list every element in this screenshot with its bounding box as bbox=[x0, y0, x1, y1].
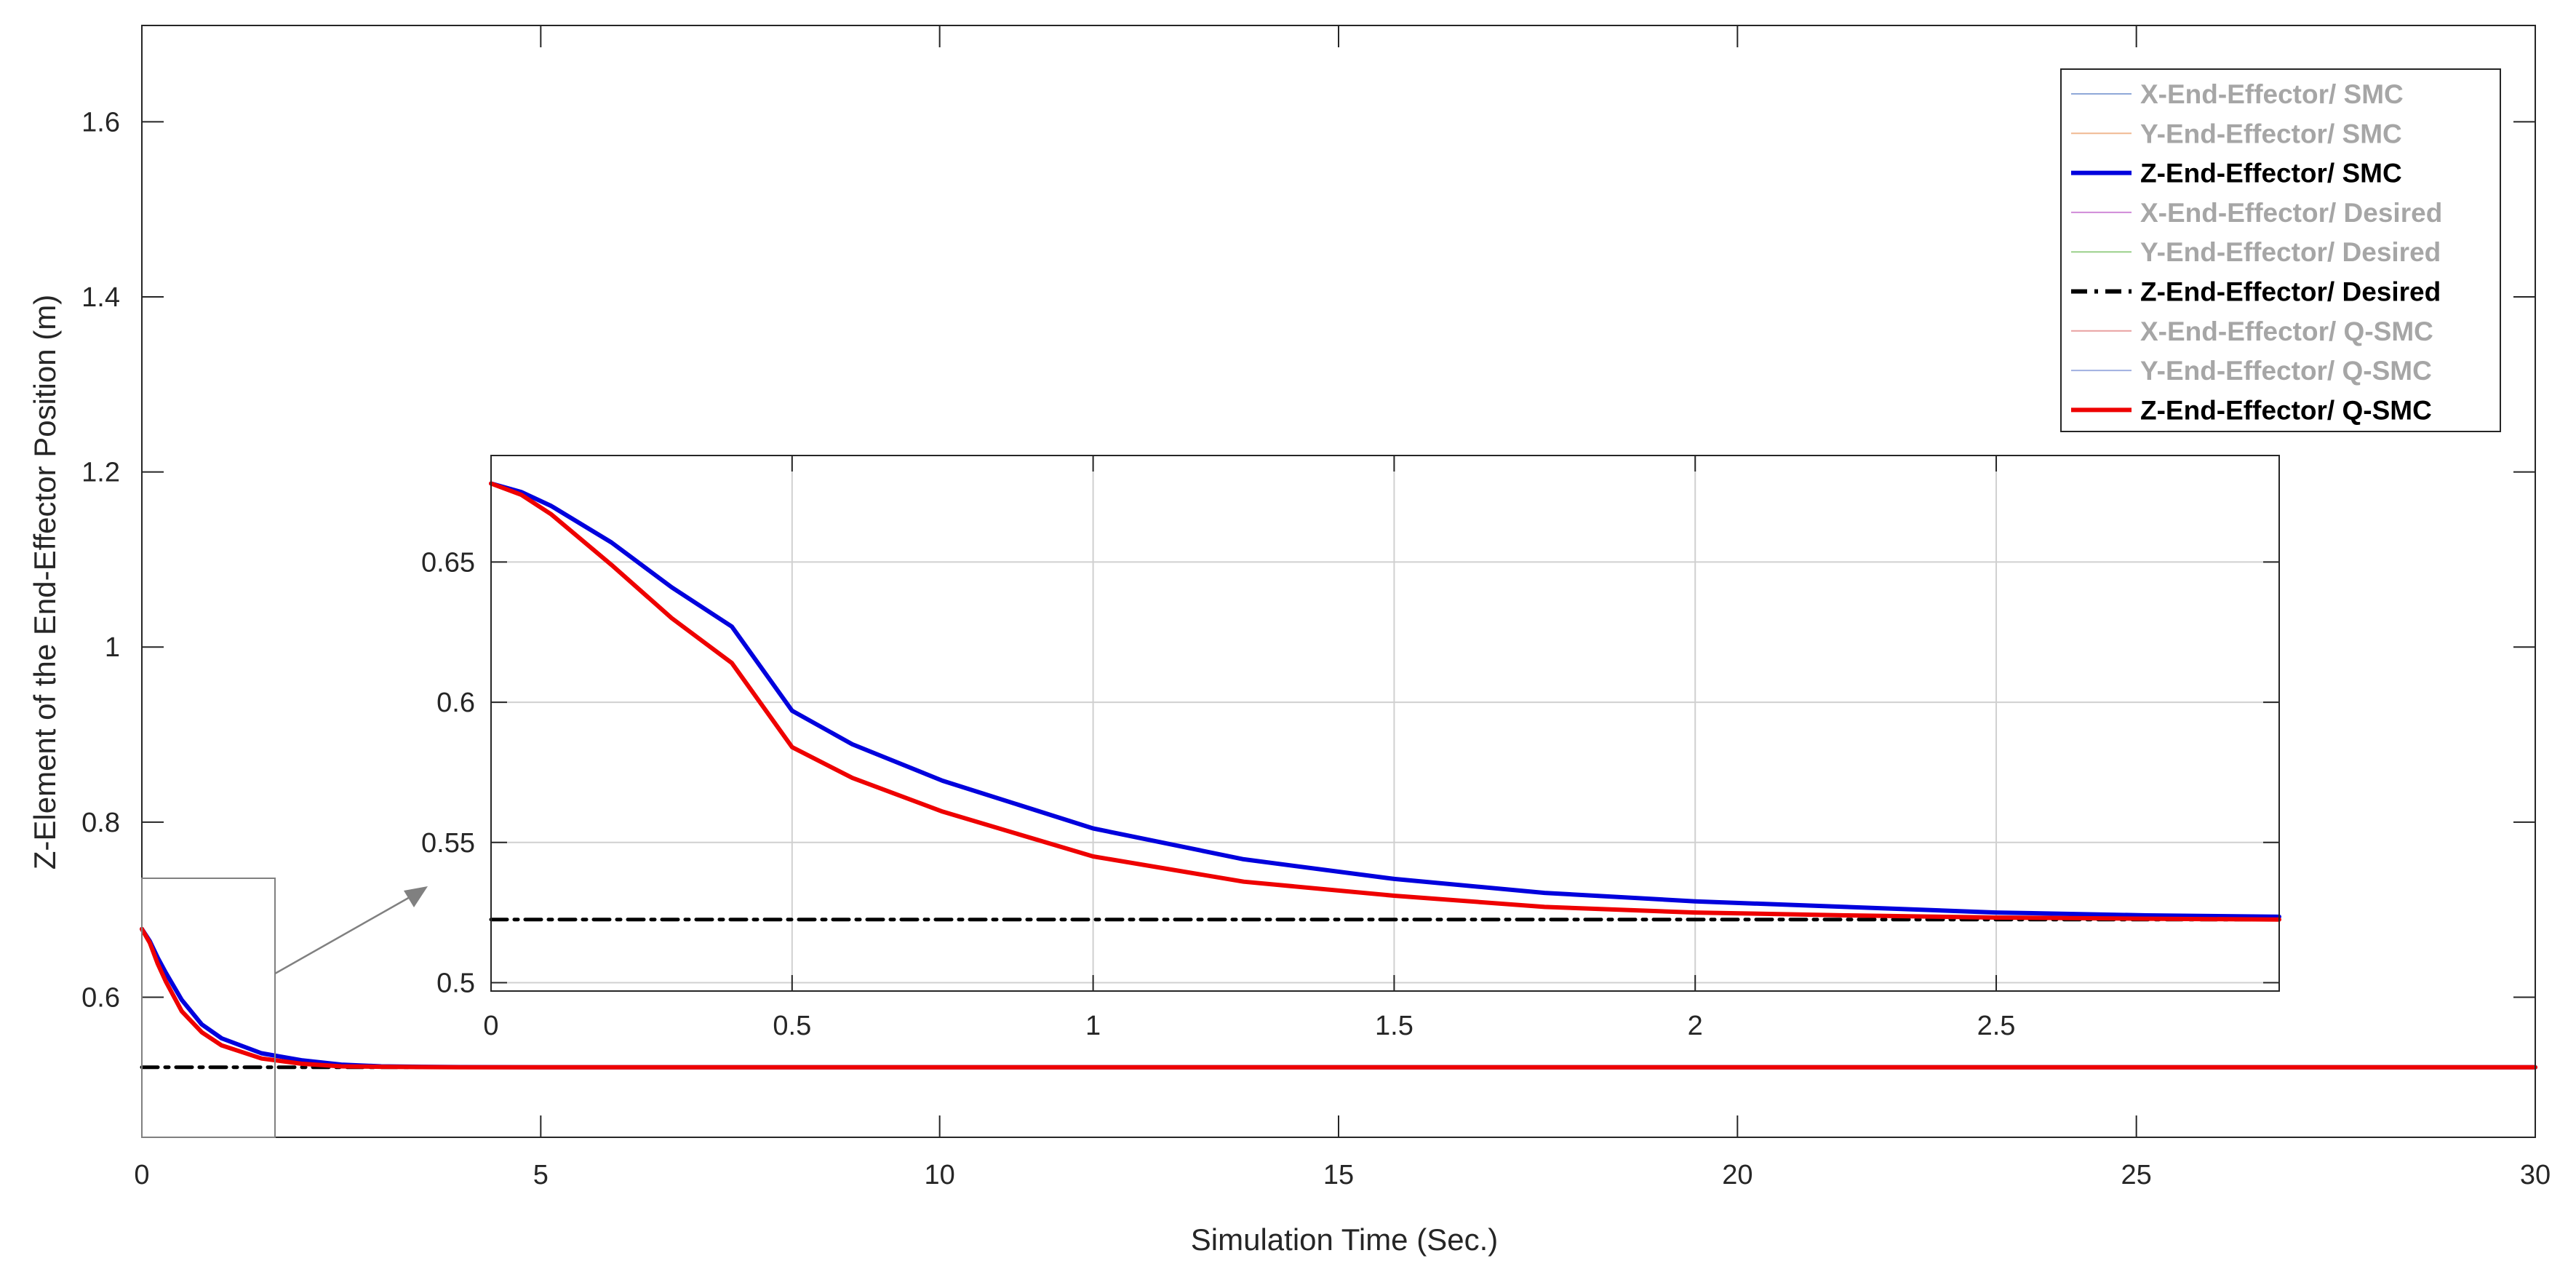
legend-label: Z-End-Effector/ Q-SMC bbox=[2140, 395, 2432, 425]
inset-y-ticks: 0.5 0.55 0.6 0.65 bbox=[421, 547, 2279, 998]
zoom-indicator bbox=[141, 878, 428, 1138]
inset-x-ticks: 0 0.5 1 1.5 2 2.5 bbox=[483, 456, 2015, 1041]
main-x-tick-label: 0 bbox=[134, 1160, 149, 1190]
legend-items: X-End-Effector/ SMC Y-End-Effector/ SMC Z-… bbox=[2071, 79, 2442, 425]
legend-label: Z-End-Effector/ Desired bbox=[2140, 277, 2441, 307]
main-x-tick-label: 5 bbox=[533, 1160, 549, 1190]
legend-label: X-End-Effector/ Q-SMC bbox=[2140, 317, 2433, 346]
main-y-tick-label: 1.4 bbox=[81, 282, 120, 313]
inset-x-tick-label: 1.5 bbox=[1375, 1011, 1413, 1041]
inset-x-tick-label: 0 bbox=[483, 1011, 498, 1041]
inset-x-tick-label: 0.5 bbox=[773, 1011, 811, 1041]
legend-box bbox=[2060, 68, 2501, 432]
zoom-region-box bbox=[141, 878, 276, 1138]
inset-series-line-z-end-effector-smc bbox=[489, 481, 2281, 919]
main-y-tick-label: 0.6 bbox=[81, 982, 120, 1013]
main-y-tick-label: 1.2 bbox=[81, 458, 120, 488]
main-x-tick-label: 10 bbox=[925, 1160, 955, 1190]
zoom-arrow-head bbox=[404, 886, 428, 907]
inset-y-tick-label: 0.5 bbox=[436, 968, 475, 998]
inset-grid bbox=[490, 456, 2279, 991]
inset-y-tick-label: 0.65 bbox=[421, 547, 475, 578]
main-series-line-z-end-effector-q-smc bbox=[140, 926, 2537, 1070]
main-x-ticks: 0 5 10 15 20 25 30 bbox=[134, 25, 2551, 1190]
main-plot-marks bbox=[140, 926, 2537, 1070]
legend-label: Z-End-Effector/ SMC bbox=[2140, 159, 2402, 188]
inset-axes-box bbox=[490, 455, 2280, 992]
legend-label: Y-End-Effector/ Desired bbox=[2140, 237, 2441, 267]
inset-x-tick-label: 2 bbox=[1688, 1011, 1703, 1041]
main-x-tick-label: 20 bbox=[1722, 1160, 1752, 1190]
inset-x-tick-label: 2.5 bbox=[1977, 1011, 2016, 1041]
main-x-tick-label: 25 bbox=[2121, 1160, 2152, 1190]
main-x-tick-label: 15 bbox=[1323, 1160, 1354, 1190]
legend-label: Y-End-Effector/ Q-SMC bbox=[2140, 356, 2432, 386]
inset-background bbox=[491, 456, 2279, 991]
inset-axes: 0 0.5 1 1.5 2 2.5 0.5 0.55 0.6 0.65 bbox=[421, 455, 2281, 1041]
legend-label: X-End-Effector/ SMC bbox=[2140, 79, 2404, 109]
main-y-tick-label: 0.8 bbox=[81, 808, 120, 838]
legend: X-End-Effector/ SMC Y-End-Effector/ SMC Z-… bbox=[2060, 68, 2501, 432]
inset-series-line-z-end-effector-q-smc bbox=[489, 481, 2281, 922]
zoom-arrow-line bbox=[274, 895, 412, 975]
inset-x-tick-label: 1 bbox=[1085, 1011, 1101, 1041]
main-y-tick-label: 1.6 bbox=[81, 107, 120, 138]
legend-label: Y-End-Effector/ SMC bbox=[2140, 119, 2402, 148]
main-axes: 0 5 10 15 20 25 30 0.60.811.21.41.6 Simulation… bbox=[28, 25, 2551, 1257]
inset-plot-marks bbox=[489, 481, 2281, 922]
main-x-tick-label: 30 bbox=[2520, 1160, 2551, 1190]
legend-label: X-End-Effector/ Desired bbox=[2140, 198, 2442, 228]
y-axis-label: Z-Element of the End-Effector Position (… bbox=[28, 295, 62, 870]
main-y-ticks: 0.6 0.8 1 1.2 1.4 1.6 bbox=[81, 107, 2535, 1013]
inset-y-tick-label: 0.6 bbox=[436, 688, 475, 718]
x-axis-label: Simulation Time (Sec.) bbox=[1191, 1222, 1498, 1257]
main-y-tick-label: 1 bbox=[105, 632, 120, 663]
inset-y-tick-label: 0.55 bbox=[421, 828, 475, 859]
